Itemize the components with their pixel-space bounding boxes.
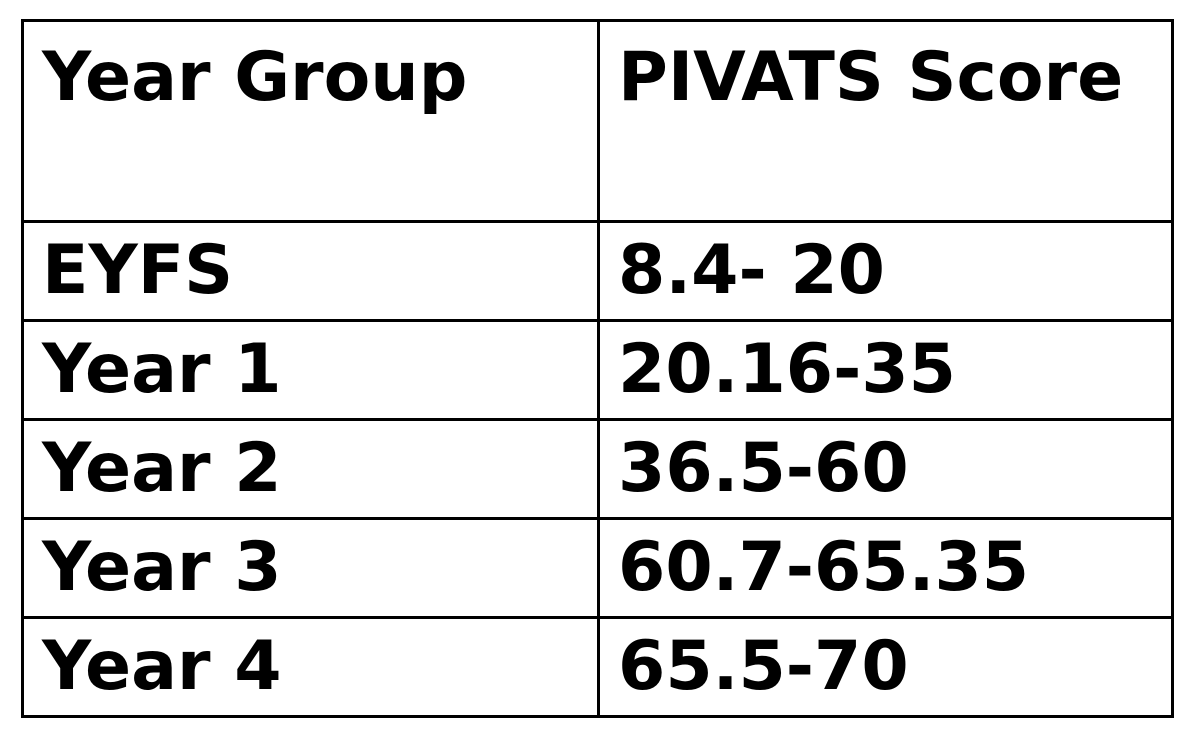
header-pivats-score: PIVATS Score — [597, 19, 1174, 223]
score-cell: 65.5-70 — [597, 616, 1174, 718]
year-group-cell: EYFS — [21, 220, 600, 322]
score-cell: 8.4- 20 — [597, 220, 1174, 322]
table-row: EYFS 8.4- 20 — [21, 220, 1174, 322]
year-group-cell: Year 2 — [21, 418, 600, 520]
score-cell: 20.16-35 — [597, 319, 1174, 421]
score-cell: 36.5-60 — [597, 418, 1174, 520]
header-row: Year Group PIVATS Score — [21, 19, 1174, 223]
table-row: Year 4 65.5-70 — [21, 616, 1174, 718]
header-year-group: Year Group — [21, 19, 600, 223]
table-row: Year 1 20.16-35 — [21, 319, 1174, 421]
pivats-table: Year Group PIVATS Score EYFS 8.4- 20 Yea… — [21, 19, 1174, 718]
year-group-cell: Year 1 — [21, 319, 600, 421]
table-row: Year 3 60.7-65.35 — [21, 517, 1174, 619]
table-row: Year 2 36.5-60 — [21, 418, 1174, 520]
year-group-cell: Year 3 — [21, 517, 600, 619]
year-group-cell: Year 4 — [21, 616, 600, 718]
score-cell: 60.7-65.35 — [597, 517, 1174, 619]
